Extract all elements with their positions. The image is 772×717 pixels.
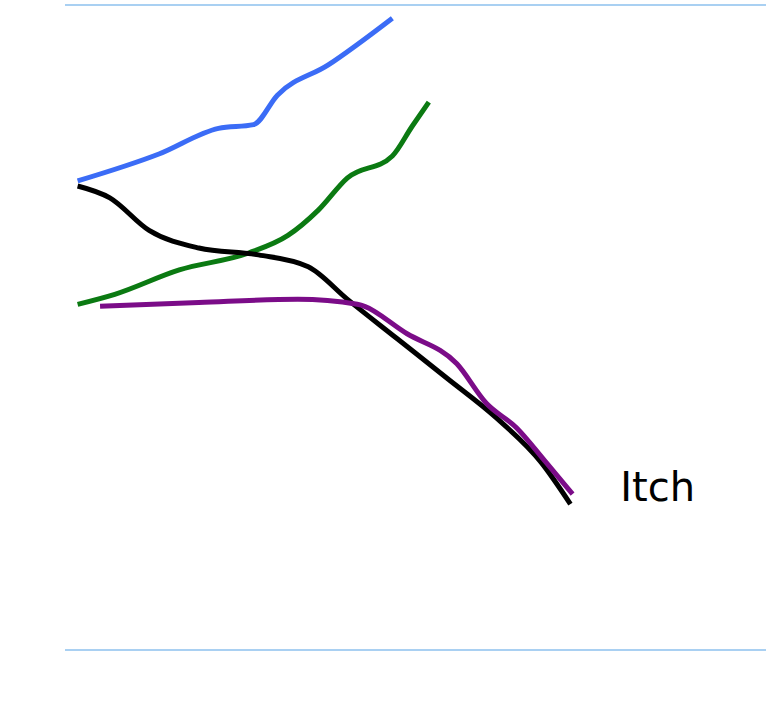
- svg-text:Itch: Itch: [620, 464, 695, 510]
